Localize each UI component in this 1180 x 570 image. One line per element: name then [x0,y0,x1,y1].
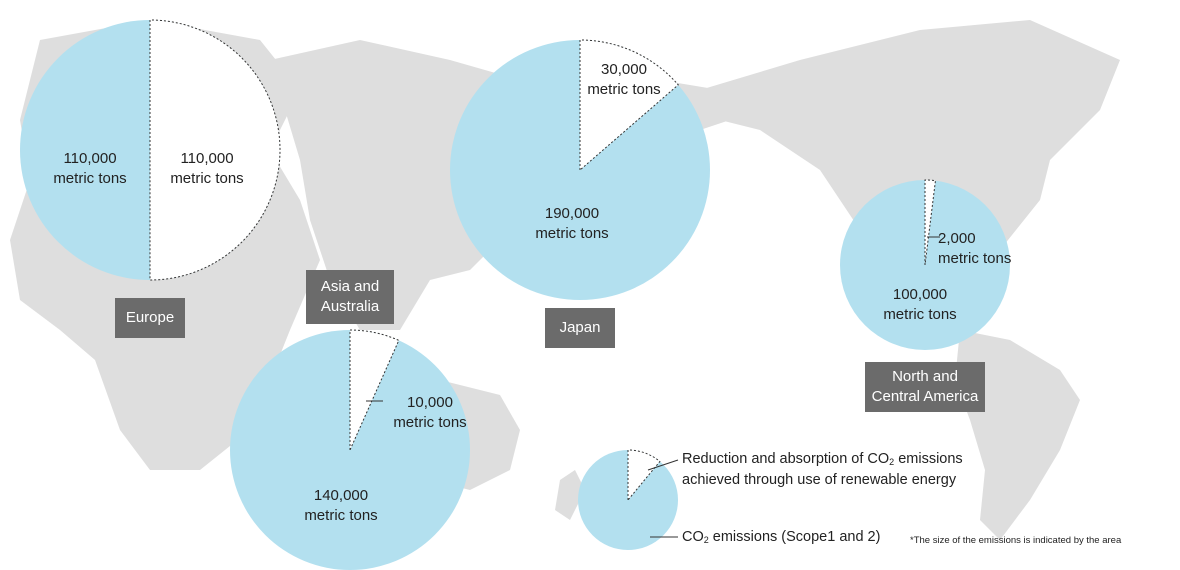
america-reduction-label: 2,000 metric tons [927,229,1027,269]
region-label-america-line2: Central America [871,388,979,405]
legend-reduction-line2: achieved through use of renewable energy [682,472,957,488]
japan-emissions-unit: metric tons [535,225,609,242]
europe-reduction-value: 110,000 [180,150,234,167]
region-label-japan: Japan [545,308,615,348]
asia-reduction-value: 10,000 [407,394,453,411]
america-emissions-value: 100,000 [892,286,948,303]
region-label-europe: Europe [115,298,185,338]
japan-reduction-unit: metric tons [587,81,661,98]
map-new-zealand [555,470,585,520]
asia-emissions-unit: metric tons [304,507,378,524]
asia-emissions-value: 140,000 [313,487,369,504]
region-label-asia-line1: Asia and [320,278,380,295]
map-south-america [955,330,1080,540]
legend-reduction-subscript: 2 [889,457,895,467]
europe-emissions-label: 110,000 metric tons [40,149,140,189]
legend-reduction-suffix: emissions [894,451,963,467]
japan-reduction-slice [579,39,679,172]
asia-reduction-label: 10,000 metric tons [380,393,480,433]
japan-emissions-label: 190,000 metric tons [522,204,622,244]
area-note: *The size of the emissions is indicated … [910,535,1122,546]
europe-emissions-value: 110,000 [63,150,117,167]
region-label-europe-text: Europe [125,309,175,326]
legend-sample-reduction-slice [627,449,661,502]
map-north-america [700,20,1120,330]
region-label-asia-line2: Australia [320,298,380,315]
europe-reduction-slice [149,19,281,281]
legend-reduction-line1: Reduction and absorption of CO2 emission… [682,449,963,470]
legend-emissions-suffix: emissions (Scope1 and 2) [708,529,881,545]
region-label-japan-text: Japan [559,319,601,336]
legend-reduction-leader [647,459,679,471]
legend-reduction-prefix: Reduction and absorption of CO [682,451,890,467]
america-emissions-unit: metric tons [883,306,957,323]
asia-reduction-slice [349,329,400,451]
region-label-america-line1: North and [892,368,958,385]
japan-reduction-value: 30,000 [601,61,647,78]
legend-reduction: Reduction and absorption of CO2 emission… [682,449,963,490]
legend-emissions-prefix: CO [682,529,704,545]
america-reduction-unit: metric tons [938,250,1012,267]
japan-reduction-label: 30,000 metric tons [574,60,674,100]
leader-lines [366,236,940,538]
america-reduction-value: 2,000 [938,230,976,247]
legend-emissions: CO2 emissions (Scope1 and 2) [682,527,880,548]
japan-emissions-value: 190,000 [544,205,600,222]
asia-emissions-label: 140,000 metric tons [291,486,391,526]
asia-reduction-unit: metric tons [393,414,467,431]
region-label-america: North and Central America [865,362,985,412]
legend-emissions-subscript: 2 [703,535,709,545]
pie-charts [20,19,1010,570]
europe-reduction-unit: metric tons [170,170,244,187]
europe-reduction-label: 110,000 metric tons [157,149,257,189]
america-reduction-slice [924,179,937,266]
region-label-asia: Asia and Australia [306,270,394,324]
europe-emissions-unit: metric tons [53,170,127,187]
america-emissions-label: 100,000 metric tons [870,285,970,325]
